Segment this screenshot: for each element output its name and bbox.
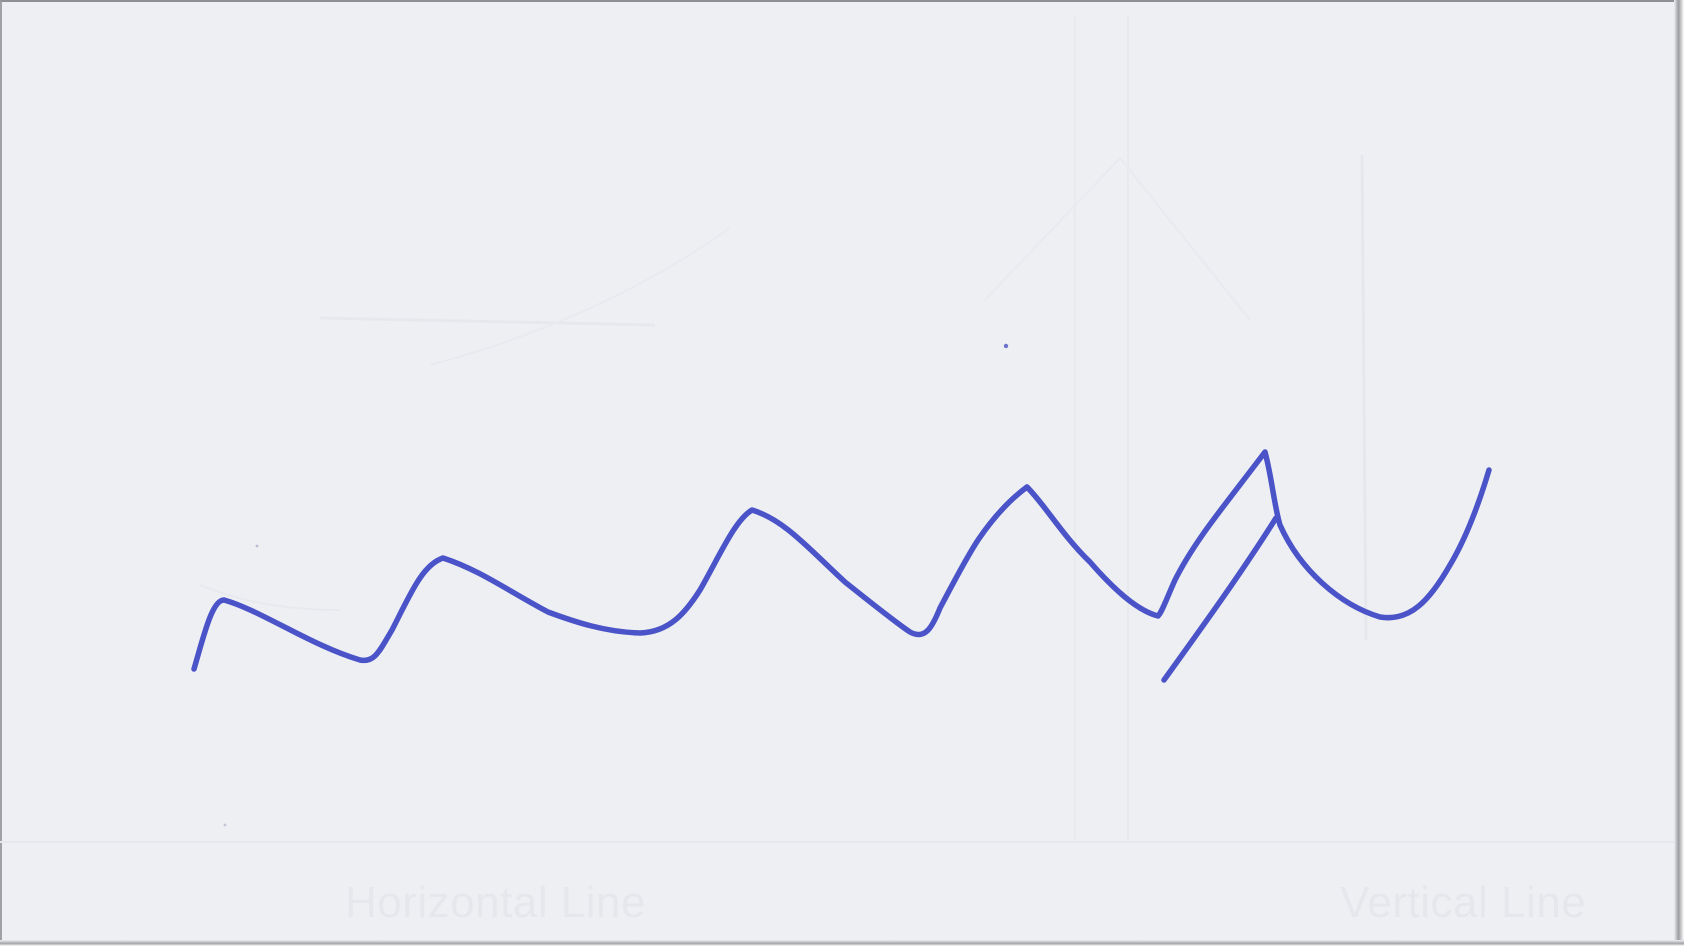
faint-label-left: Horizontal Line [345, 878, 646, 927]
pen-stroke-crossing [1161, 515, 1279, 683]
ink-speck [223, 823, 227, 827]
card-bottom-edge [0, 940, 1684, 946]
card-right-edge [1674, 0, 1684, 946]
faint-label-right: Vertical Line [1340, 878, 1587, 927]
ink-speck [255, 544, 259, 548]
pen-stroke-icon [191, 449, 1492, 672]
ghost-dash [319, 316, 656, 327]
ghost-vertical-stroke [1360, 154, 1368, 641]
ghost-curve [429, 227, 731, 366]
ghost-triangle [984, 156, 1251, 321]
ghost-low-curve [199, 584, 341, 611]
ink-speck [1003, 343, 1009, 349]
